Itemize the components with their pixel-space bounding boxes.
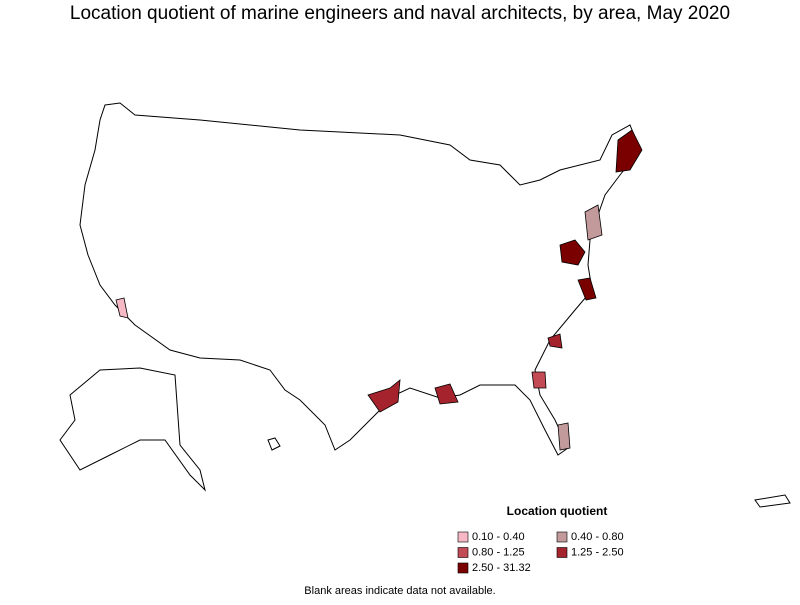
alaska <box>59 367 206 492</box>
legend-label: 0.40 - 0.80 <box>571 531 624 543</box>
area-hampton-roads <box>577 277 597 301</box>
area-maine <box>615 129 643 173</box>
legend-label: 0.80 - 1.25 <box>472 546 525 558</box>
area-san-diego <box>115 297 129 319</box>
area-south-florida <box>557 422 571 451</box>
legend-swatch <box>457 531 469 543</box>
legend-title: Location quotient <box>507 504 608 518</box>
footnote: Blank areas indicate data not available. <box>304 585 495 597</box>
puerto-rico <box>754 494 791 508</box>
legend-swatch <box>556 531 568 543</box>
contiguous-us <box>79 102 641 456</box>
area-pennsylvania <box>584 204 603 241</box>
area-charleston <box>547 333 563 349</box>
area-virginia <box>559 239 586 266</box>
map-title: Location quotient of marine engineers an… <box>70 3 730 24</box>
legend-label: 1.25 - 2.50 <box>571 546 624 558</box>
legend-label: 0.10 - 0.40 <box>472 531 525 543</box>
legend-swatch <box>457 562 469 574</box>
area-gulf-coast <box>434 383 459 405</box>
hawaii <box>267 437 281 451</box>
legend: 0.10 - 0.40 0.40 - 0.80 0.80 - 1.25 1.25 - … <box>457 531 624 574</box>
legend-label: 2.50 - 31.32 <box>472 562 531 574</box>
legend-swatch <box>556 547 568 558</box>
area-jacksonville <box>531 371 547 389</box>
area-houston <box>367 379 401 413</box>
map <box>59 102 791 508</box>
legend-swatch <box>457 547 469 558</box>
